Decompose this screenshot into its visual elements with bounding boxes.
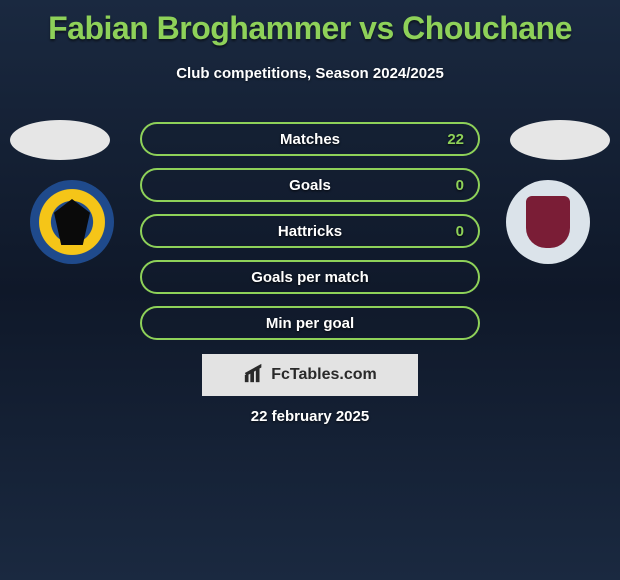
stat-label: Matches xyxy=(280,131,340,148)
page-title: Fabian Broghammer vs Chouchane xyxy=(0,0,620,47)
club-badge-right xyxy=(506,180,590,264)
player-avatar-right xyxy=(510,120,610,160)
branding-badge: FcTables.com xyxy=(202,354,418,396)
stat-row: Goals per match xyxy=(140,260,480,294)
stat-value: 0 xyxy=(456,177,464,194)
stat-row: Goals 0 xyxy=(140,168,480,202)
stat-label: Hattricks xyxy=(278,223,342,240)
stat-value: 0 xyxy=(456,223,464,240)
stat-value: 22 xyxy=(447,131,464,148)
stat-label: Min per goal xyxy=(266,315,354,332)
club-badge-left xyxy=(30,180,114,264)
branding-text: FcTables.com xyxy=(271,366,377,384)
date-label: 22 february 2025 xyxy=(0,408,620,425)
stat-label: Goals per match xyxy=(251,269,369,286)
player-avatar-left xyxy=(10,120,110,160)
page-subtitle: Club competitions, Season 2024/2025 xyxy=(0,65,620,82)
chart-icon xyxy=(243,362,265,389)
stat-label: Goals xyxy=(289,177,331,194)
stat-row: Matches 22 xyxy=(140,122,480,156)
stats-container: Matches 22 Goals 0 Hattricks 0 Goals per… xyxy=(140,122,480,352)
stat-row: Hattricks 0 xyxy=(140,214,480,248)
stat-row: Min per goal xyxy=(140,306,480,340)
